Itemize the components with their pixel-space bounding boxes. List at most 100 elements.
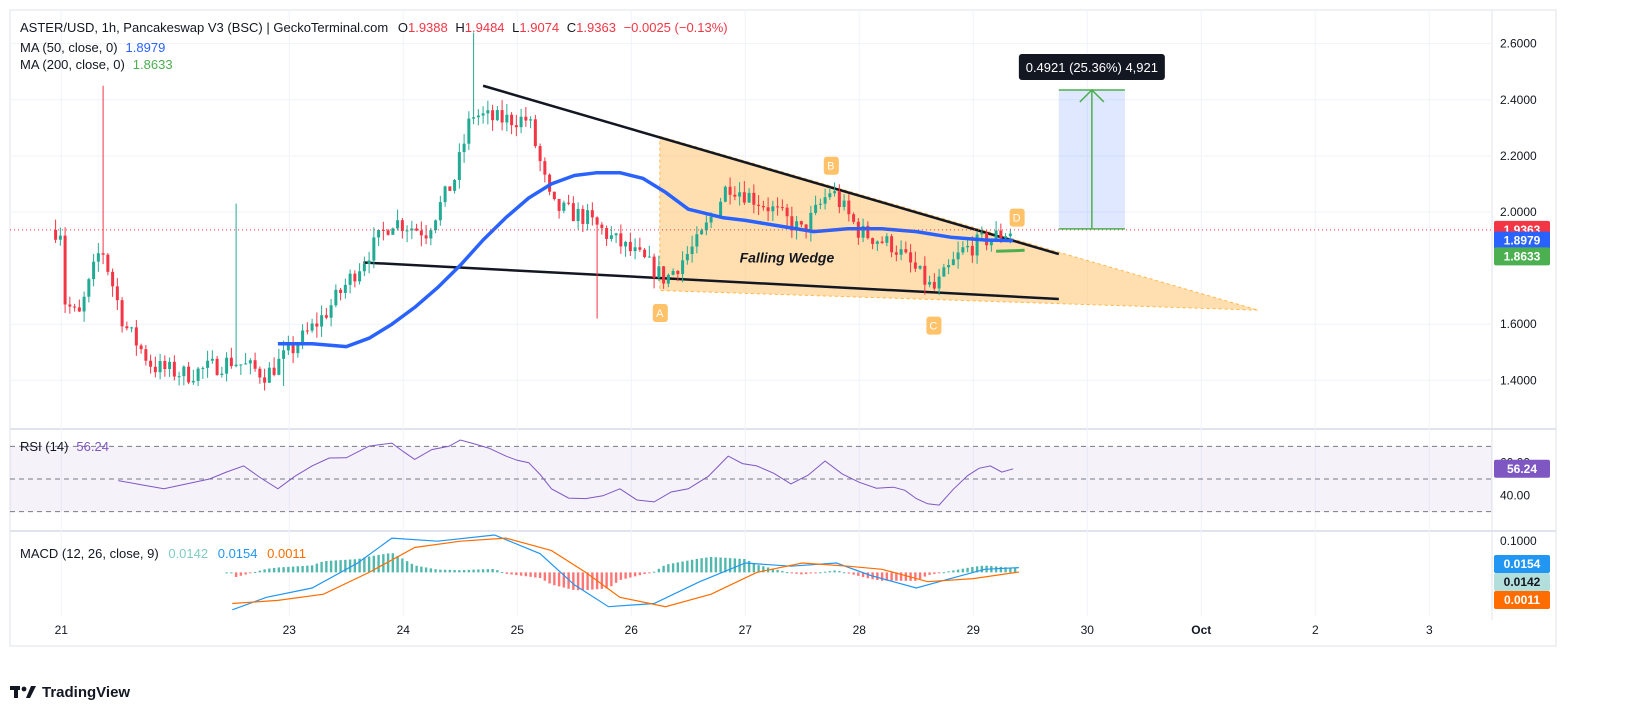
macd-histogram-bar — [705, 557, 708, 573]
ma50-legend[interactable]: MA (50, close, 0) 1.8979 — [20, 40, 165, 55]
macd-histogram-bar — [724, 557, 727, 573]
candle-down — [909, 252, 913, 263]
candle-down — [600, 224, 604, 229]
macd-histogram-bar — [230, 572, 233, 574]
time-tick-label: Oct — [1191, 623, 1211, 637]
candle-down — [111, 271, 115, 287]
candle-up — [210, 358, 214, 361]
candle-up — [833, 191, 837, 194]
candle-up — [182, 366, 186, 377]
candle-up — [700, 230, 704, 235]
ohlc-low-label: L — [512, 20, 520, 35]
candle-down — [662, 266, 666, 284]
candle-down — [134, 327, 138, 346]
macd-histogram-bar — [918, 572, 922, 579]
macd-histogram-bar — [686, 560, 689, 573]
moving-averages — [277, 170, 1025, 349]
macd-histogram-bar — [823, 571, 827, 573]
macd-label: MACD (12, 26, close, 9) — [20, 546, 159, 561]
macd-histogram-bar — [268, 568, 271, 573]
macd-histogram-bar — [348, 559, 352, 573]
rsi-label: RSI (14) — [20, 439, 69, 454]
macd-signal-value: 0.0011 — [267, 546, 306, 561]
candle-down — [424, 235, 428, 239]
macd-histogram-bar — [980, 565, 984, 573]
macd-histogram-bar — [890, 572, 893, 581]
macd-histogram-bar — [581, 572, 585, 591]
macd-histogram-bar — [895, 572, 898, 581]
candle-down — [415, 228, 419, 231]
macd-histogram-bar — [358, 558, 361, 573]
candle-up — [196, 368, 200, 381]
candle-up — [158, 361, 162, 373]
macd-histogram-bar — [857, 572, 860, 576]
candle-up — [709, 216, 713, 223]
rsi-legend[interactable]: RSI (14) 56.24 — [20, 439, 109, 454]
macd-histogram-bar — [557, 572, 561, 587]
candle-up — [130, 327, 134, 329]
candle-up — [989, 239, 993, 246]
macd-histogram-bar — [496, 570, 499, 573]
macd-histogram-bar — [776, 569, 779, 573]
price-badge-label: 1.8633 — [1504, 249, 1541, 263]
candle-up — [823, 197, 827, 204]
candle-down — [780, 207, 784, 209]
measure-info-box — [1018, 54, 1165, 80]
candle-down — [187, 366, 191, 383]
time-tick-label: 23 — [283, 623, 297, 637]
macd-histogram-bar — [382, 554, 385, 573]
macd-histogram-bar — [785, 572, 789, 574]
candle-up — [633, 247, 637, 252]
macd-histogram-bar — [880, 572, 884, 581]
candle-down — [595, 217, 599, 225]
price-tick-label: 1.6000 — [1500, 317, 1537, 331]
candle-down — [785, 207, 789, 217]
macd-histogram-bar — [443, 569, 447, 573]
rsi-value: 56.24 — [76, 439, 109, 454]
macd-histogram-bar — [396, 555, 399, 573]
candle-up — [961, 247, 965, 253]
candle-down — [77, 307, 81, 312]
ohlc-close: 1.9363 — [576, 20, 616, 35]
candle-up — [647, 256, 651, 258]
ohlc-open: 1.9388 — [407, 20, 448, 35]
drawing-overlay: Falling Wedge A B C D 0.4921 (25.36%) 4,921 — [10, 54, 1492, 335]
macd-histogram-bar — [505, 572, 509, 574]
macd-histogram-bar — [838, 571, 841, 573]
ma200-label: MA (200, close, 0) — [20, 57, 125, 72]
candle-up — [937, 276, 941, 289]
macd-histogram-bar — [852, 572, 855, 575]
candle-up — [586, 210, 590, 224]
ma200-legend[interactable]: MA (200, close, 0) 1.8633 — [20, 57, 173, 72]
macd-histogram-bar — [234, 572, 238, 577]
macd-histogram-bar — [885, 572, 889, 581]
macd-histogram-bar — [629, 572, 632, 578]
macd-histogram-bar — [876, 572, 879, 581]
macd-histogram-bar — [804, 572, 808, 575]
candle-down — [652, 256, 656, 278]
macd-histogram-bar — [310, 565, 314, 573]
candle-up — [453, 180, 457, 191]
candle-down — [761, 205, 765, 208]
time-axis[interactable]: 21 23 24 25 26 27 28 29 30 Oct 2 3 — [55, 623, 1433, 637]
macd-histogram-bar — [534, 572, 537, 578]
candle-up — [685, 254, 689, 261]
symbol-legend[interactable]: ASTER/USD, 1h, Pancakeswap V3 (BSC) | Ge… — [20, 20, 728, 35]
candle-up — [391, 228, 395, 235]
price-axis[interactable]: 2.60002.40002.20002.00001.60001.40001.93… — [1494, 37, 1550, 388]
tradingview-logo[interactable]: TradingView — [10, 684, 130, 701]
ohlc-change: −0.0025 (−0.13%) — [623, 20, 728, 35]
macd-legend[interactable]: MACD (12, 26, close, 9) 0.0142 0.0154 0.… — [20, 546, 306, 561]
macd-histogram-bar — [434, 569, 437, 573]
candle-down — [757, 204, 761, 206]
candle-down — [890, 236, 894, 253]
macd-histogram-bar — [320, 561, 323, 573]
time-tick-label: 25 — [511, 623, 525, 637]
macd-histogram-value: 0.0142 — [168, 546, 209, 561]
macd-histogram-bar — [458, 570, 461, 573]
candle-up — [320, 315, 324, 327]
candle-up — [443, 186, 447, 203]
candle-up — [562, 202, 566, 211]
